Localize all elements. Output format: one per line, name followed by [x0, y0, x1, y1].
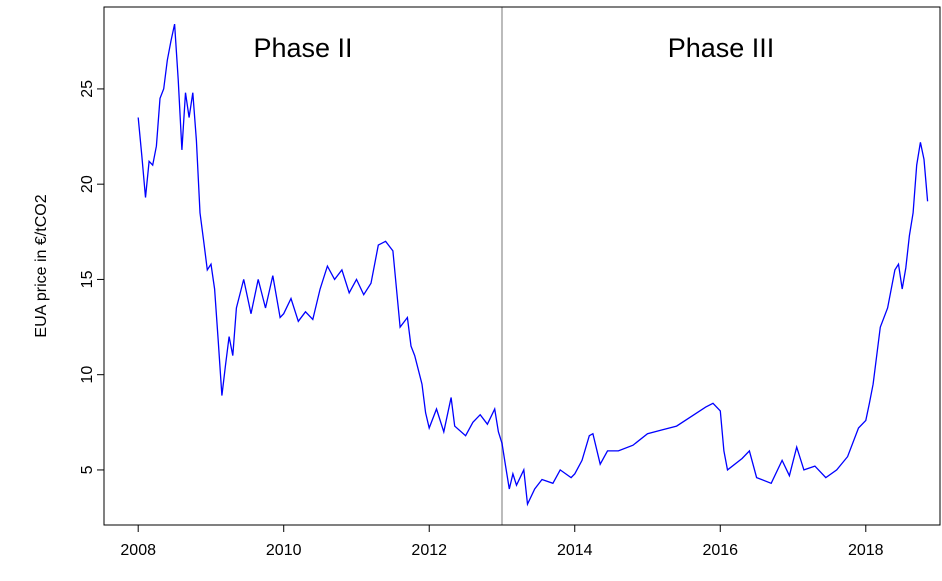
y-tick-label: 20: [79, 175, 96, 193]
x-tick-label: 2018: [848, 542, 884, 559]
x-tick-label: 2010: [266, 542, 302, 559]
phase-label: Phase III: [668, 33, 775, 63]
y-tick-label: 10: [79, 366, 96, 384]
plot-frame: [103, 6, 941, 526]
y-axis-label: EUA price in €/tCO2: [33, 194, 50, 337]
y-tick-label: 5: [79, 465, 96, 474]
y-tick-label: 25: [79, 80, 96, 98]
price-line: [137, 23, 929, 507]
phase-label: Phase II: [253, 33, 352, 63]
x-tick-label: 2016: [702, 542, 738, 559]
x-tick-label: 2012: [411, 542, 447, 559]
x-tick-label: 2014: [557, 542, 593, 559]
x-tick-label: 2008: [120, 542, 156, 559]
y-tick-label: 15: [79, 270, 96, 288]
